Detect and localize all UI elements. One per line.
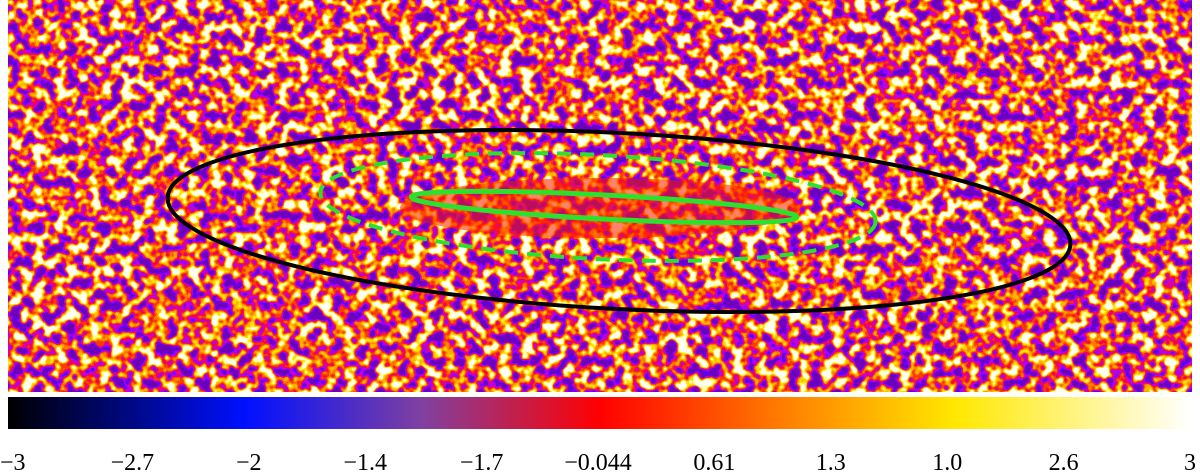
- dashed-ellipse: [318, 151, 878, 263]
- outer-ellipse: [165, 127, 1073, 315]
- colorbar-tick-label: 1.3: [816, 450, 846, 474]
- colorbar-ticks: −3 −2.7 −2 −1.4 −1.7 −0.044 0.61 1.3 1.0 2.6 3: [0, 450, 1196, 474]
- colorbar-tick-label: −1.4: [343, 450, 387, 474]
- colorbar-tick-label: −2: [236, 450, 262, 474]
- colorbar-tick-label: 3: [1184, 450, 1196, 474]
- inner-ellipse: [408, 188, 800, 226]
- colorbar-tick-label: −3: [0, 450, 26, 474]
- colorbar-tick-label: 0.61: [693, 450, 735, 474]
- colorbar-tick-label: −2.7: [111, 450, 155, 474]
- colorbar-tick-label: 1.0: [932, 450, 962, 474]
- colorbar: [8, 397, 1192, 429]
- colorbar-tick-label: −1.7: [460, 450, 504, 474]
- colorbar-tick-label: 2.6: [1049, 450, 1079, 474]
- colorbar-tick-label: −0.044: [564, 450, 632, 474]
